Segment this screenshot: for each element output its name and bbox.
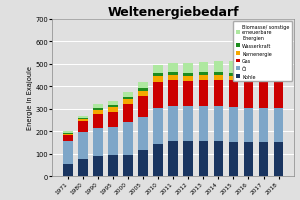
Bar	[244, 74, 254, 77]
Bar	[244, 143, 254, 176]
Bar	[214, 62, 223, 73]
Bar	[274, 79, 284, 108]
Bar	[244, 61, 254, 74]
Bar	[229, 143, 238, 176]
Bar	[169, 142, 178, 176]
Bar	[153, 82, 163, 108]
Bar	[63, 134, 73, 135]
Bar	[244, 108, 254, 143]
Bar	[138, 83, 148, 89]
Bar	[123, 93, 133, 97]
Bar	[63, 135, 73, 142]
Bar	[274, 143, 284, 176]
Bar	[93, 105, 103, 108]
Bar	[78, 159, 88, 176]
Bar	[138, 151, 148, 176]
Bar	[78, 120, 88, 121]
Bar	[184, 81, 193, 107]
Bar	[274, 71, 284, 74]
Bar	[153, 108, 163, 144]
Bar	[123, 97, 133, 100]
Bar	[63, 164, 73, 176]
Bar	[169, 63, 178, 73]
Bar	[123, 105, 133, 123]
Bar	[153, 74, 163, 77]
Bar	[93, 110, 103, 114]
Bar	[259, 72, 269, 76]
Bar	[93, 129, 103, 157]
Bar	[78, 118, 88, 120]
Bar	[108, 106, 118, 108]
Bar	[108, 102, 118, 106]
Bar	[169, 107, 178, 142]
Bar	[108, 112, 118, 128]
Bar	[184, 74, 193, 77]
Bar	[229, 62, 238, 74]
Bar	[199, 107, 208, 142]
Bar	[184, 64, 193, 74]
Bar	[199, 73, 208, 76]
Bar	[229, 81, 238, 107]
Bar	[199, 76, 208, 80]
Bar	[184, 107, 193, 142]
Bar	[214, 76, 223, 80]
Bar	[138, 97, 148, 117]
Bar	[138, 89, 148, 91]
Bar	[63, 132, 73, 134]
Bar	[78, 133, 88, 159]
Bar	[153, 65, 163, 74]
Bar	[214, 73, 223, 76]
Bar	[123, 155, 133, 176]
Bar	[108, 128, 118, 156]
Bar	[138, 91, 148, 97]
Bar	[169, 73, 178, 76]
Y-axis label: Energie in Exajoule: Energie in Exajoule	[27, 66, 33, 130]
Bar	[93, 108, 103, 110]
Bar	[274, 74, 284, 79]
Bar	[169, 76, 178, 80]
Bar	[123, 123, 133, 155]
Bar	[199, 63, 208, 73]
Bar	[78, 116, 88, 118]
Bar	[274, 57, 284, 71]
Bar	[214, 142, 223, 176]
Bar	[259, 60, 269, 72]
Bar	[274, 108, 284, 143]
Bar	[153, 77, 163, 82]
Bar	[138, 117, 148, 151]
Bar	[259, 143, 269, 176]
Bar	[199, 80, 208, 107]
Bar	[78, 121, 88, 133]
Bar	[93, 157, 103, 176]
Bar	[108, 156, 118, 176]
Bar	[229, 74, 238, 76]
Title: Weltenergiebedarf: Weltenergiebedarf	[107, 6, 239, 18]
Bar	[214, 106, 223, 142]
Bar	[244, 81, 254, 108]
Bar	[229, 107, 238, 143]
Bar	[244, 77, 254, 81]
Legend: Biomasse/ sonstige
erneuerbare
Energien, Wasserkraft, Kernenergie, Gas, Öl, Kohl: Biomasse/ sonstige erneuerbare Energien,…	[233, 22, 292, 82]
Bar	[184, 142, 193, 176]
Bar	[199, 142, 208, 176]
Bar	[63, 142, 73, 164]
Bar	[214, 80, 223, 106]
Bar	[259, 76, 269, 80]
Bar	[93, 114, 103, 129]
Bar	[108, 108, 118, 112]
Bar	[259, 108, 269, 143]
Bar	[229, 76, 238, 81]
Bar	[184, 77, 193, 81]
Bar	[259, 80, 269, 108]
Bar	[153, 144, 163, 176]
Bar	[123, 100, 133, 105]
Bar	[169, 80, 178, 107]
